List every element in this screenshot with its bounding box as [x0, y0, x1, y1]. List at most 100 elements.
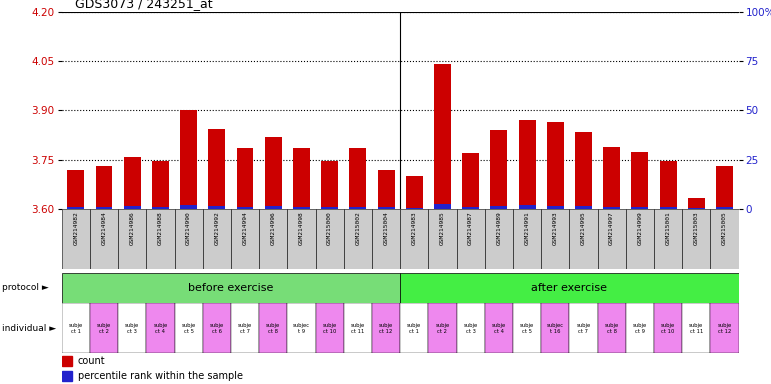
Bar — [434, 64, 451, 209]
Bar — [237, 148, 254, 209]
Text: GSM214996: GSM214996 — [271, 212, 276, 245]
Text: GSM214984: GSM214984 — [102, 212, 106, 245]
Bar — [90, 303, 118, 353]
Text: subje
ct 12: subje ct 12 — [379, 323, 393, 334]
Text: GSM215002: GSM215002 — [355, 212, 360, 245]
Bar — [180, 111, 197, 209]
Text: subje
ct 8: subje ct 8 — [266, 323, 281, 334]
Bar — [208, 206, 225, 209]
Bar — [231, 303, 259, 353]
Text: subje
ct 11: subje ct 11 — [689, 323, 703, 334]
Text: subje
ct 2: subje ct 2 — [97, 323, 111, 334]
Bar — [152, 162, 169, 209]
Text: GSM215005: GSM215005 — [722, 212, 727, 245]
Text: subje
ct 7: subje ct 7 — [238, 323, 252, 334]
Text: subje
ct 11: subje ct 11 — [351, 323, 365, 334]
Text: subjec
t 9: subjec t 9 — [293, 323, 310, 334]
Text: GSM214985: GSM214985 — [440, 212, 445, 245]
Bar — [569, 303, 598, 353]
Text: subje
ct 3: subje ct 3 — [125, 323, 140, 334]
Bar — [631, 152, 648, 209]
Bar — [62, 371, 72, 381]
Bar — [62, 303, 90, 353]
Text: after exercise: after exercise — [531, 283, 608, 293]
Bar — [688, 198, 705, 209]
Text: GSM214997: GSM214997 — [609, 212, 614, 245]
Bar — [62, 209, 90, 269]
Bar — [654, 209, 682, 269]
Bar — [688, 208, 705, 209]
Bar — [322, 162, 338, 209]
Bar — [598, 303, 626, 353]
Text: subje
ct 3: subje ct 3 — [463, 323, 478, 334]
Bar — [123, 157, 140, 209]
Text: GSM214988: GSM214988 — [158, 212, 163, 245]
Bar — [682, 209, 710, 269]
Bar — [288, 303, 315, 353]
Bar — [264, 206, 281, 209]
Text: GSM214983: GSM214983 — [412, 212, 417, 245]
Bar — [372, 303, 400, 353]
Bar — [519, 120, 536, 209]
Bar — [485, 303, 513, 353]
Bar — [626, 209, 654, 269]
Bar — [513, 303, 541, 353]
Bar — [400, 209, 429, 269]
Bar — [123, 206, 140, 209]
Bar — [67, 207, 84, 209]
Text: GSM215004: GSM215004 — [383, 212, 389, 245]
Text: before exercise: before exercise — [188, 283, 274, 293]
Text: GSM214993: GSM214993 — [553, 212, 557, 245]
Bar — [378, 207, 395, 209]
Text: subje
ct 10: subje ct 10 — [661, 323, 675, 334]
Text: subje
ct 1: subje ct 1 — [407, 323, 422, 334]
Bar — [541, 209, 569, 269]
Bar — [344, 209, 372, 269]
Bar — [315, 209, 344, 269]
Bar — [406, 207, 423, 209]
Bar — [203, 209, 231, 269]
Text: GSM214986: GSM214986 — [130, 212, 135, 245]
Bar — [259, 209, 288, 269]
Text: GDS3073 / 243251_at: GDS3073 / 243251_at — [76, 0, 213, 10]
Text: protocol ►: protocol ► — [2, 283, 49, 293]
Bar — [118, 209, 146, 269]
Text: subje
ct 5: subje ct 5 — [181, 323, 196, 334]
Bar — [603, 147, 620, 209]
Text: GSM214982: GSM214982 — [73, 212, 79, 245]
Text: individual ►: individual ► — [2, 324, 56, 333]
Bar — [406, 176, 423, 209]
Bar — [400, 303, 429, 353]
Text: GSM214990: GSM214990 — [186, 212, 191, 245]
Text: subje
ct 4: subje ct 4 — [492, 323, 506, 334]
Text: subje
ct 9: subje ct 9 — [633, 323, 647, 334]
Text: GSM214991: GSM214991 — [524, 212, 530, 245]
Text: subje
ct 5: subje ct 5 — [520, 323, 534, 334]
Text: subje
ct 10: subje ct 10 — [322, 323, 337, 334]
Bar — [429, 209, 456, 269]
Bar — [462, 153, 479, 209]
Bar — [293, 207, 310, 209]
Bar — [96, 166, 113, 209]
Text: subje
ct 1: subje ct 1 — [69, 323, 83, 334]
Text: subje
ct 7: subje ct 7 — [577, 323, 591, 334]
Bar — [626, 303, 654, 353]
Bar — [180, 205, 197, 209]
Bar — [96, 207, 113, 209]
Bar — [372, 209, 400, 269]
Text: GSM214989: GSM214989 — [497, 212, 501, 245]
Bar — [513, 209, 541, 269]
Text: GSM214994: GSM214994 — [243, 212, 247, 245]
Bar — [598, 209, 626, 269]
Bar — [541, 303, 569, 353]
Bar — [456, 303, 485, 353]
Bar — [660, 207, 677, 209]
Bar — [603, 207, 620, 209]
Bar — [490, 206, 507, 209]
Text: subje
ct 2: subje ct 2 — [436, 323, 449, 334]
Bar — [174, 303, 203, 353]
Bar — [344, 303, 372, 353]
Bar — [237, 207, 254, 209]
Text: subje
ct 6: subje ct 6 — [210, 323, 224, 334]
Bar — [288, 209, 315, 269]
